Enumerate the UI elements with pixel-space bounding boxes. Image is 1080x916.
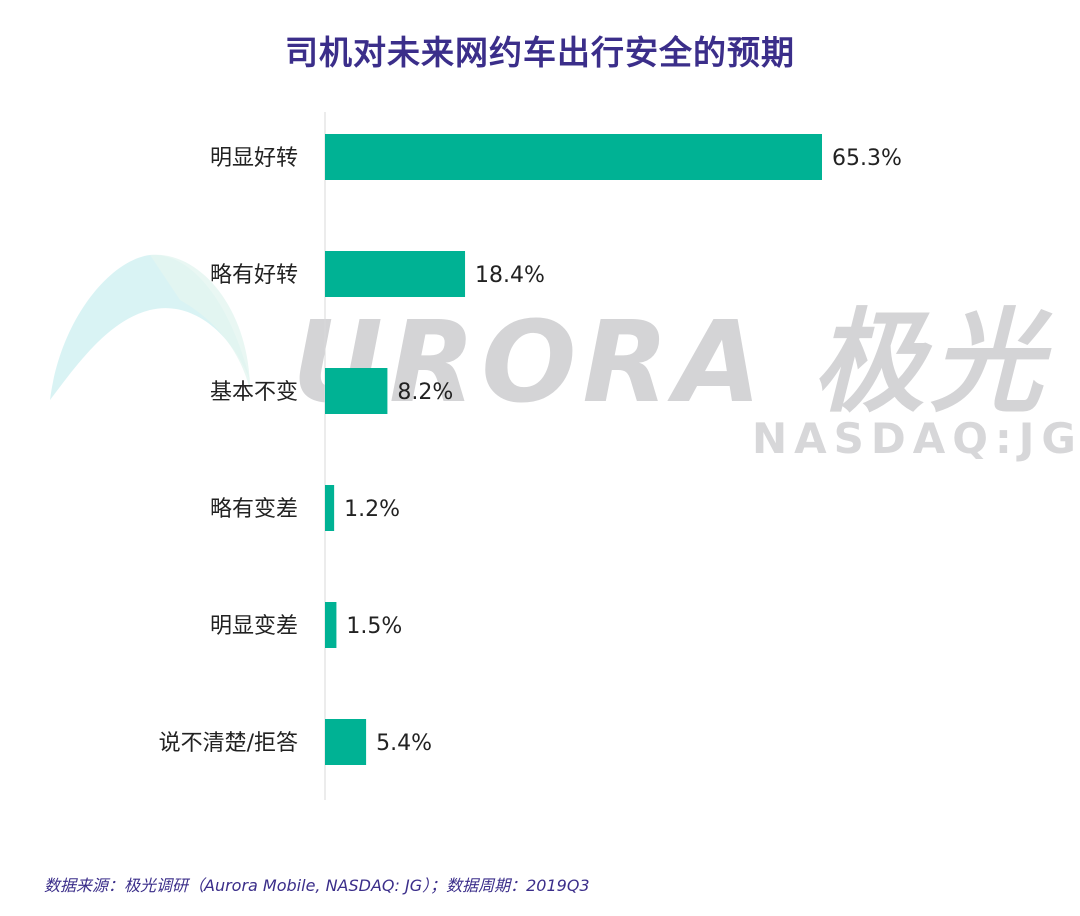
bar — [325, 602, 337, 648]
source-footer: 数据来源：极光调研（Aurora Mobile, NASDAQ: JG）；数据周… — [44, 876, 590, 895]
category-label: 略有好转 — [210, 263, 298, 288]
value-label: 65.3% — [832, 146, 902, 171]
bar — [325, 368, 388, 414]
category-label: 基本不变 — [210, 380, 298, 405]
category-label: 说不清楚/拒答 — [159, 731, 298, 756]
category-label: 明显变差 — [210, 614, 298, 639]
chart-title: 司机对未来网约车出行安全的预期 — [285, 33, 795, 72]
value-label: 1.5% — [346, 614, 402, 639]
value-label: 18.4% — [475, 263, 545, 288]
category-label: 明显好转 — [210, 146, 298, 171]
category-label: 略有变差 — [210, 497, 298, 522]
bar — [325, 251, 466, 297]
value-label: 1.2% — [344, 497, 400, 522]
bar — [325, 719, 367, 765]
bar — [325, 134, 822, 180]
value-label: 8.2% — [397, 380, 453, 405]
bar — [325, 485, 335, 531]
value-label: 5.4% — [376, 731, 432, 756]
